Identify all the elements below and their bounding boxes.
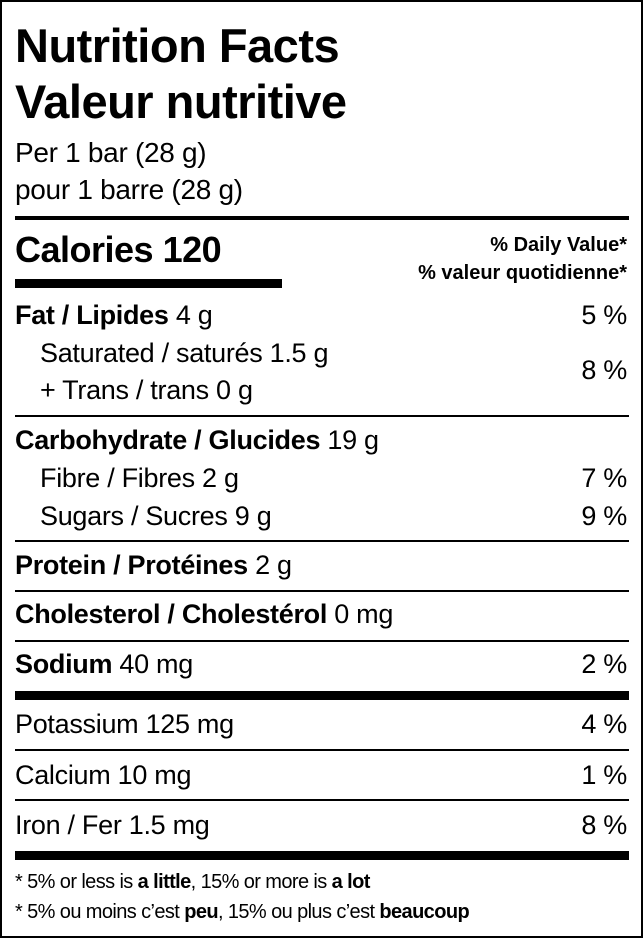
sugars-dv: 9 % [581, 501, 627, 531]
sodium-dv: 2 % [581, 649, 627, 679]
divider [15, 540, 629, 542]
sat-trans-dv: 8 % [581, 355, 627, 385]
potassium-amount: 125 mg [145, 709, 235, 739]
cholesterol-amount: 0 mg [334, 599, 394, 629]
footnote-en: * 5% or less is a little, 15% or more is… [15, 872, 370, 892]
cholesterol-label: Cholesterol / Cholestérol [15, 599, 328, 629]
saturated-row: Saturated / saturés 1.5 g [40, 338, 329, 368]
calcium-label: Calcium [15, 760, 111, 790]
sugars-amount: 9 g [234, 501, 272, 531]
sugars-row: Sugars / Sucres 9 g [40, 501, 272, 531]
calories-bar [15, 279, 282, 288]
footnote-fr: * 5% ou moins c’est peu, 15% ou plus c’e… [15, 901, 470, 923]
thick-divider [15, 691, 629, 700]
divider [15, 749, 629, 751]
daily-value-header-en: % Daily Value* [490, 234, 627, 256]
calories-label: Calories [15, 229, 154, 270]
divider [15, 799, 629, 801]
fat-dv: 5 % [581, 300, 627, 330]
protein-row: Protein / Protéines 2 g [15, 552, 292, 579]
fibre-amount: 2 g [202, 463, 239, 493]
footnote-fr-text: * 5% ou moins c’est [15, 901, 185, 923]
iron-label: Iron / Fer [15, 810, 122, 840]
calcium-amount: 10 mg [117, 760, 192, 790]
carb-row: Carbohydrate / Glucides 19 g [15, 427, 379, 454]
sodium-amount: 40 mg [119, 649, 193, 679]
footnote-fr-text: , 15% ou plus c’est [217, 901, 380, 923]
calcium-dv: 1 % [581, 760, 627, 790]
protein-amount: 2 g [255, 550, 292, 580]
sugars-label: Sugars / Sucres [40, 501, 228, 531]
footnote-en-text: , 15% or more is [190, 871, 332, 893]
fat-row: Fat / Lipides 4 g [15, 300, 213, 330]
title-en: Nutrition Facts [15, 19, 340, 72]
sodium-row: Sodium 40 mg [15, 651, 193, 678]
fat-amount: 4 g [175, 300, 213, 330]
iron-dv: 8 % [581, 810, 627, 840]
sodium-label: Sodium [15, 649, 113, 679]
footnote-en-little: a little [137, 871, 192, 893]
trans-amount: 0 g [216, 375, 253, 405]
divider [15, 415, 629, 417]
protein-label: Protein / Protéines [15, 550, 248, 580]
footnote-fr-peu: peu [184, 901, 218, 923]
carb-amount: 19 g [327, 425, 379, 455]
saturated-label: Saturated / saturés [40, 338, 263, 368]
calcium-row: Calcium 10 mg [15, 762, 191, 789]
footnote-fr-beaucoup: beaucoup [379, 901, 470, 923]
cholesterol-row: Cholesterol / Cholestérol 0 mg [15, 601, 393, 628]
iron-amount: 1.5 mg [128, 810, 210, 840]
iron-row: Iron / Fer 1.5 mg [15, 810, 210, 840]
divider [15, 590, 629, 592]
potassium-label: Potassium [15, 709, 139, 739]
title-fr: Valeur nutritive [15, 75, 347, 128]
trans-row: + Trans / trans 0 g [40, 377, 253, 404]
divider [15, 640, 629, 642]
footnote-en-lot: a lot [331, 871, 371, 893]
potassium-dv: 4 % [581, 709, 627, 739]
serving-size-fr: pour 1 barre (28 g) [15, 174, 243, 205]
calories-value: 120 [162, 229, 222, 270]
fibre-label: Fibre / Fibres [40, 463, 195, 493]
daily-value-header-fr: % valeur quotidienne* [418, 262, 627, 284]
calories: Calories 120 [15, 229, 222, 270]
footnote-en-text: * 5% or less is [15, 871, 138, 893]
trans-label: + Trans / trans [40, 375, 209, 405]
serving-size-en: Per 1 bar (28 g) [15, 137, 207, 168]
fibre-dv: 7 % [581, 463, 627, 493]
divider [15, 216, 629, 220]
carb-label: Carbohydrate / Glucides [15, 425, 321, 455]
potassium-row: Potassium 125 mg [15, 711, 234, 738]
fibre-row: Fibre / Fibres 2 g [40, 465, 239, 492]
fat-label: Fat / Lipides [15, 300, 169, 330]
thick-divider [15, 851, 629, 860]
saturated-amount: 1.5 g [269, 338, 329, 368]
